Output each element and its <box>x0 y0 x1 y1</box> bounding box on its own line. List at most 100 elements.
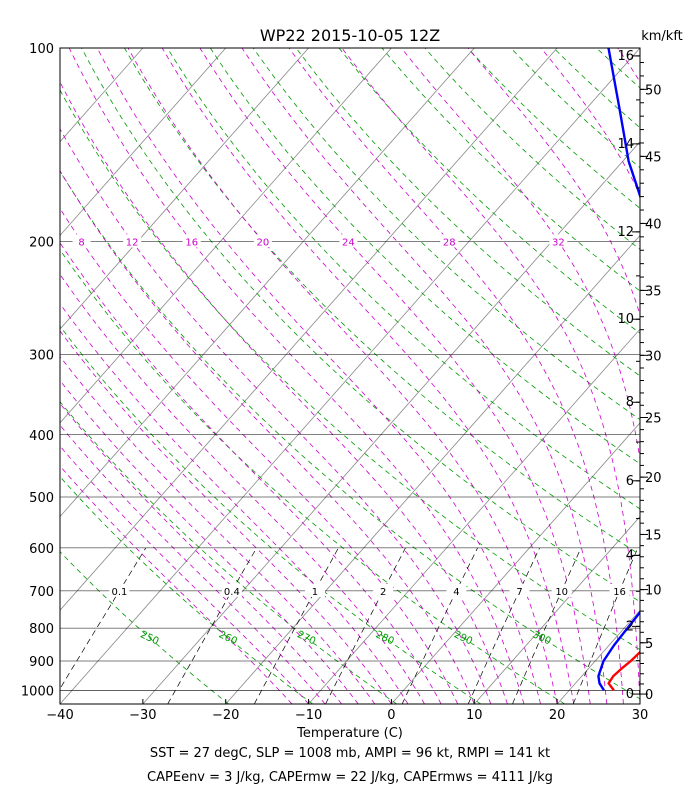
x-tick-label: −30 <box>129 708 156 723</box>
kft-tick-label: 0 <box>645 688 653 703</box>
moist-adiabat-line <box>60 445 309 704</box>
km-tick-label: 4 <box>626 548 634 563</box>
mixing-ratio-line <box>572 547 639 704</box>
moist-adiabat-line <box>127 48 558 704</box>
moist-adiabat-line <box>60 170 475 704</box>
kft-tick-label: 45 <box>645 150 662 165</box>
moist-adiabat-label: 28 <box>443 237 456 248</box>
moist-adiabat-line <box>60 330 392 704</box>
isotherm-line <box>60 48 227 237</box>
moist-adiabat-line <box>60 303 409 704</box>
mixing-ratio-label: 1 <box>312 587 318 598</box>
isotherm-line <box>473 515 640 704</box>
pressure-tick-label: 200 <box>29 235 54 250</box>
chart-title: WP22 2015-10-05 12Z <box>260 26 440 45</box>
moist-adiabat-line <box>341 48 640 704</box>
mixing-ratio-label: 16 <box>613 587 626 598</box>
moist-adiabat-label: 32 <box>552 237 565 248</box>
pressure-tick-label: 400 <box>29 429 54 444</box>
dry-adiabat-line <box>60 325 482 704</box>
kft-tick-label: 15 <box>645 528 662 543</box>
isotherm-line <box>639 703 640 704</box>
moist-adiabat-line <box>68 48 525 704</box>
moist-adiabat-line <box>60 128 492 704</box>
moist-adiabat-label: 16 <box>185 237 198 248</box>
kft-tick-label: 30 <box>645 349 662 364</box>
km-tick-label: 8 <box>626 395 634 410</box>
mixing-ratio-label: 0.4 <box>224 587 240 598</box>
moist-adiabat-label: 24 <box>342 237 355 248</box>
kft-tick-label: 5 <box>645 637 653 652</box>
mixing-ratio-label-bg <box>109 583 130 597</box>
dry-adiabat-line <box>381 48 640 292</box>
x-tick-label: −40 <box>46 708 73 723</box>
kft-tick-label: 10 <box>645 584 662 599</box>
dry-adiabat-label: 290 <box>452 629 474 647</box>
km-tick-label: 6 <box>626 474 634 489</box>
moist-adiabat-line <box>161 48 575 704</box>
x-tick-label: 30 <box>632 708 649 723</box>
moist-adiabat-line <box>60 424 326 704</box>
moist-adiabat-line <box>60 242 442 704</box>
mixing-ratio-label-bg <box>609 583 630 597</box>
x-tick-label: −10 <box>295 708 322 723</box>
pressure-tick-label: 700 <box>29 585 54 600</box>
moist-adiabat-label-bg <box>339 234 358 248</box>
mixing-ratio-label-bg <box>551 583 572 597</box>
mixing-ratio-line <box>167 547 257 704</box>
moist-adiabat-label-bg <box>440 234 459 248</box>
km-tick-label: 12 <box>617 225 634 240</box>
dry-adiabat-line <box>467 48 640 209</box>
mixing-ratio-label-bg <box>221 583 242 597</box>
moist-adiabat-line <box>60 207 459 704</box>
moist-adiabat-line <box>60 273 425 704</box>
mixing-ratio-line <box>512 547 582 704</box>
isotherm-line <box>308 328 640 704</box>
plot-frame <box>59 47 641 705</box>
dry-adiabat-line <box>124 48 640 556</box>
dry-adiabat-line <box>295 48 640 377</box>
dry-adiabat-line <box>510 48 640 169</box>
mixing-ratio-label-bg <box>304 583 325 597</box>
moist-adiabat-line <box>60 402 343 704</box>
pressure-tick-label: 600 <box>29 542 54 557</box>
km-tick-label: 16 <box>617 49 634 64</box>
mixing-ratio-label: 4 <box>453 587 459 598</box>
km-tick-label: 14 <box>617 137 634 152</box>
dry-adiabat-line <box>639 48 640 49</box>
km-tick-label: 2 <box>626 619 634 634</box>
pressure-tick-label: 500 <box>29 491 54 506</box>
moist-adiabat-label-bg <box>182 234 201 248</box>
mixing-ratio-label: 0.1 <box>111 587 127 598</box>
moist-adiabat-line <box>96 48 541 704</box>
moist-adiabat-line <box>60 355 376 704</box>
moist-adiabat-line <box>400 48 640 462</box>
km-tick-label: 0 <box>626 687 634 702</box>
dry-adiabat-line <box>60 476 313 704</box>
moist-adiabat-label-bg <box>549 234 568 248</box>
isotherm-line <box>60 48 61 49</box>
x-tick-label: 0 <box>387 708 395 723</box>
isotherm-line <box>60 48 309 330</box>
x-tick-label: 20 <box>549 708 566 723</box>
kft-tick-label: 50 <box>645 83 662 98</box>
moist-adiabat-label: 12 <box>126 237 139 248</box>
dry-adiabat-label: 260 <box>217 629 239 647</box>
isotherm-line <box>60 48 475 518</box>
dry-adiabat-line <box>60 170 640 700</box>
mixing-ratio-line <box>253 547 339 704</box>
x-axis-label: Temperature (C) <box>296 726 403 741</box>
x-tick-label: −20 <box>212 708 239 723</box>
dry-adiabat-label: 270 <box>295 629 317 647</box>
moist-adiabat-line <box>60 81 508 704</box>
dry-adiabat-line <box>60 89 640 651</box>
moist-adiabat-line <box>199 48 591 704</box>
footer-line-1: SST = 27 degC, SLP = 1008 mb, AMPI = 96 … <box>149 746 551 761</box>
moist-adiabat-line <box>691 48 700 704</box>
mixing-ratio-line <box>325 547 406 704</box>
dewpoint-profile-line <box>597 48 640 692</box>
mixing-ratio-label: 10 <box>555 587 568 598</box>
pressure-tick-label: 300 <box>29 348 54 363</box>
kft-tick-label: 25 <box>645 411 662 426</box>
